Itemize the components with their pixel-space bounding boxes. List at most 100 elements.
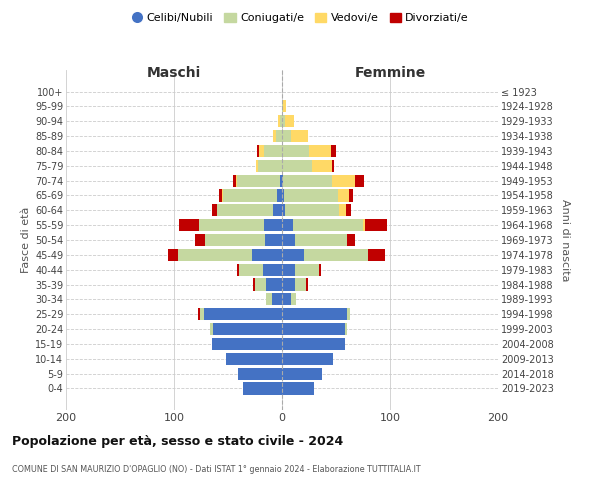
Bar	[200, 308, 204, 320]
Bar	[290, 294, 296, 306]
Bar	[285, 115, 294, 128]
Bar	[293, 219, 363, 231]
Bar	[178, 249, 252, 261]
Bar	[319, 264, 321, 276]
Bar	[282, 145, 309, 157]
Bar	[199, 219, 263, 231]
Bar	[282, 382, 314, 394]
Bar	[295, 234, 347, 246]
Bar	[290, 130, 308, 142]
Bar	[179, 219, 199, 231]
Bar	[223, 190, 277, 202]
Bar	[236, 174, 280, 186]
Bar	[220, 190, 221, 202]
Bar	[194, 234, 205, 246]
Bar	[265, 234, 282, 246]
Bar	[204, 308, 282, 320]
Bar	[278, 115, 280, 128]
Bar	[277, 190, 282, 202]
Bar	[263, 219, 282, 231]
Bar	[347, 234, 355, 246]
Bar	[282, 219, 293, 231]
Bar	[309, 145, 331, 157]
Bar	[212, 338, 282, 350]
Bar	[282, 204, 285, 216]
Bar	[339, 204, 346, 216]
Bar	[282, 130, 290, 142]
Bar	[236, 264, 239, 276]
Bar	[252, 249, 282, 261]
Bar	[238, 368, 282, 380]
Bar	[304, 249, 368, 261]
Bar	[332, 174, 355, 186]
Legend: Celibi/Nubili, Coniugati/e, Vedovi/e, Divorziati/e: Celibi/Nubili, Coniugati/e, Vedovi/e, Di…	[127, 8, 473, 28]
Text: Femmine: Femmine	[355, 66, 425, 80]
Bar	[331, 145, 336, 157]
Text: Popolazione per età, sesso e stato civile - 2024: Popolazione per età, sesso e stato civil…	[12, 435, 343, 448]
Bar	[239, 264, 263, 276]
Bar	[282, 323, 344, 335]
Bar	[355, 174, 364, 186]
Bar	[295, 264, 319, 276]
Bar	[221, 190, 223, 202]
Text: COMUNE DI SAN MAURIZIO D'OPAGLIO (NO) - Dati ISTAT 1° gennaio 2024 - Elaborazion: COMUNE DI SAN MAURIZIO D'OPAGLIO (NO) - …	[12, 465, 421, 474]
Bar	[226, 352, 282, 365]
Bar	[233, 174, 236, 186]
Bar	[368, 249, 385, 261]
Bar	[258, 160, 282, 172]
Text: Maschi: Maschi	[147, 66, 201, 80]
Y-axis label: Fasce di età: Fasce di età	[20, 207, 31, 273]
Bar	[282, 264, 295, 276]
Bar	[167, 249, 178, 261]
Bar	[282, 294, 290, 306]
Bar	[274, 204, 282, 216]
Bar	[347, 308, 350, 320]
Bar	[257, 145, 259, 157]
Bar	[266, 278, 282, 290]
Bar	[212, 204, 217, 216]
Bar	[282, 160, 312, 172]
Bar	[283, 100, 286, 112]
Bar	[365, 219, 387, 231]
Bar	[198, 308, 200, 320]
Bar	[284, 190, 338, 202]
Bar	[243, 382, 282, 394]
Bar	[280, 174, 282, 186]
Bar	[282, 352, 333, 365]
Bar	[349, 190, 353, 202]
Bar	[312, 160, 332, 172]
Bar	[259, 145, 263, 157]
Bar	[344, 323, 347, 335]
Bar	[282, 115, 285, 128]
Bar	[346, 204, 351, 216]
Bar	[253, 278, 255, 290]
Bar	[282, 338, 344, 350]
Bar	[280, 115, 282, 128]
Bar	[282, 100, 283, 112]
Bar	[332, 160, 334, 172]
Bar	[213, 323, 282, 335]
Bar	[282, 174, 283, 186]
Bar	[283, 174, 332, 186]
Bar	[282, 308, 347, 320]
Y-axis label: Anni di nascita: Anni di nascita	[560, 198, 571, 281]
Bar	[272, 294, 282, 306]
Bar	[282, 368, 322, 380]
Bar	[282, 278, 295, 290]
Bar	[217, 204, 274, 216]
Bar	[295, 278, 306, 290]
Bar	[255, 278, 266, 290]
Bar	[266, 294, 272, 306]
Bar	[263, 145, 282, 157]
Bar	[285, 204, 339, 216]
Bar	[338, 190, 349, 202]
Bar	[363, 219, 365, 231]
Bar	[306, 278, 308, 290]
Bar	[274, 130, 275, 142]
Bar	[282, 234, 295, 246]
Bar	[275, 130, 282, 142]
Bar	[282, 249, 304, 261]
Bar	[256, 160, 258, 172]
Bar	[282, 190, 284, 202]
Bar	[263, 264, 282, 276]
